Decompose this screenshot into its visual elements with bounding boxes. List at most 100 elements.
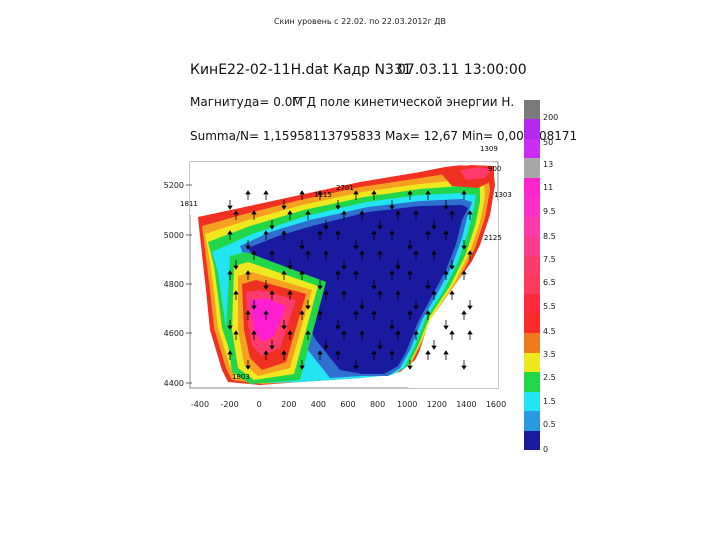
colorbar-segment xyxy=(524,177,540,198)
vector-arrow-head xyxy=(389,350,395,355)
point-label: 1309 xyxy=(480,145,498,153)
vector-arrow-head xyxy=(317,350,323,355)
vector-arrow-head xyxy=(413,330,419,335)
vector-arrow-head xyxy=(251,305,257,310)
vector-arrow-head xyxy=(281,325,287,330)
vector-arrow-head xyxy=(233,290,239,295)
colorbar-label: 3.5 xyxy=(543,350,556,359)
top-caption: Скин уровень с 22.02. по 22.03.2012г ДВ xyxy=(273,17,447,26)
y-tick-label: 4800 xyxy=(164,280,184,289)
vector-arrow-head xyxy=(287,290,293,295)
vector-arrow-head xyxy=(305,305,311,310)
vector-arrow-head xyxy=(323,345,329,350)
vector-arrow-head xyxy=(467,210,473,215)
vector-arrow-head xyxy=(287,265,293,270)
magnitude-label: Магнитуда= 0.0М xyxy=(190,95,303,109)
point-label: 2701 xyxy=(336,184,354,192)
x-axis-ticks: -400 -200 0 200 400 600 800 1000 1200 1400 1600 xyxy=(191,400,506,409)
vector-arrow-head xyxy=(443,350,449,355)
vector-arrow-head xyxy=(353,190,359,195)
vector-arrow-head xyxy=(467,250,473,255)
vector-arrow-head xyxy=(341,265,347,270)
colorbar-segment xyxy=(524,216,540,237)
y-tick-label: 4600 xyxy=(164,329,184,338)
x-tick-label: 1200 xyxy=(427,400,447,409)
vector-arrow-head xyxy=(359,305,365,310)
vector-arrow-head xyxy=(227,350,233,355)
colorbar-segment xyxy=(524,352,540,373)
vector-arrow-head xyxy=(335,270,341,275)
point-label: 900 xyxy=(488,165,501,173)
vector-arrow-head xyxy=(371,190,377,195)
vector-arrow-head xyxy=(449,265,455,270)
vector-arrow-head xyxy=(263,310,269,315)
point-labels: 1309 900 1303 2701 1115 1811 2125 1803 xyxy=(180,145,512,381)
colorbar-segment xyxy=(524,100,540,120)
vector-arrow-head xyxy=(377,225,383,230)
vector-arrow-head xyxy=(431,290,437,295)
vector-arrow-head xyxy=(449,290,455,295)
vector-arrow-head xyxy=(407,190,413,195)
vector-arrow-head xyxy=(281,205,287,210)
x-tick-label: 600 xyxy=(340,400,355,409)
colorbar-segment xyxy=(524,333,540,354)
vector-arrow-head xyxy=(407,270,413,275)
vector-arrow-head xyxy=(323,290,329,295)
y-tick-label: 4400 xyxy=(164,379,184,388)
vector-arrow-head xyxy=(395,330,401,335)
vector-arrow-head xyxy=(305,330,311,335)
vector-arrow-head xyxy=(389,325,395,330)
vector-arrow-head xyxy=(287,330,293,335)
vector-arrow-head xyxy=(371,350,377,355)
vector-arrow-head xyxy=(377,345,383,350)
vector-arrow-head xyxy=(305,250,311,255)
vector-arrow-head xyxy=(431,225,437,230)
vector-arrow-head xyxy=(371,285,377,290)
colorbar-label: 7.5 xyxy=(543,255,556,264)
vector-arrow-head xyxy=(299,245,305,250)
vector-arrow-head xyxy=(317,310,323,315)
point-label: 1115 xyxy=(314,191,332,199)
vector-arrow-head xyxy=(377,250,383,255)
hotspot-top-right-pink xyxy=(460,167,492,180)
vector-arrow-head xyxy=(269,290,275,295)
vector-arrow-head xyxy=(467,305,473,310)
vector-arrow-head xyxy=(281,230,287,235)
vector-arrow-head xyxy=(371,230,377,235)
y-tick-label: 5000 xyxy=(164,231,184,240)
vector-arrow-head xyxy=(425,230,431,235)
vector-arrow-head xyxy=(245,270,251,275)
vector-arrow-head xyxy=(449,330,455,335)
vector-arrow-head xyxy=(389,230,395,235)
field-description-label: ГГД поле кинетической энергии Н. xyxy=(292,95,515,109)
colorbar-label: 0.5 xyxy=(543,420,556,429)
point-label: 1803 xyxy=(232,373,250,381)
point-label: 2125 xyxy=(484,234,502,242)
colorbar-label: 200 xyxy=(543,113,559,122)
y-axis-ticks: 5200 5000 4800 4600 4400 xyxy=(164,181,192,388)
vector-arrow-head xyxy=(359,330,365,335)
vector-arrow-head xyxy=(413,250,419,255)
vector-arrow-head xyxy=(461,245,467,250)
vector-arrow-head xyxy=(461,190,467,195)
vector-arrow-head xyxy=(245,245,251,250)
vector-arrow-head xyxy=(263,230,269,235)
vector-arrow-head xyxy=(449,210,455,215)
x-tick-label: 800 xyxy=(370,400,385,409)
vector-arrow-head xyxy=(353,310,359,315)
vector-arrow-head xyxy=(251,250,257,255)
vector-arrow-head xyxy=(353,245,359,250)
x-tick-label: 1400 xyxy=(456,400,476,409)
colorbar-segment xyxy=(524,391,540,412)
vector-arrow-head xyxy=(353,270,359,275)
vector-arrow-head xyxy=(443,230,449,235)
vector-arrow-head xyxy=(287,210,293,215)
colorbar-label: 13 xyxy=(543,160,554,169)
vector-arrow-head xyxy=(425,285,431,290)
vector-arrow-head xyxy=(389,205,395,210)
vector-arrow-head xyxy=(335,230,341,235)
colorbar-label: 9.5 xyxy=(543,207,556,216)
vector-arrow-head xyxy=(413,305,419,310)
vector-arrow-head xyxy=(341,290,347,295)
